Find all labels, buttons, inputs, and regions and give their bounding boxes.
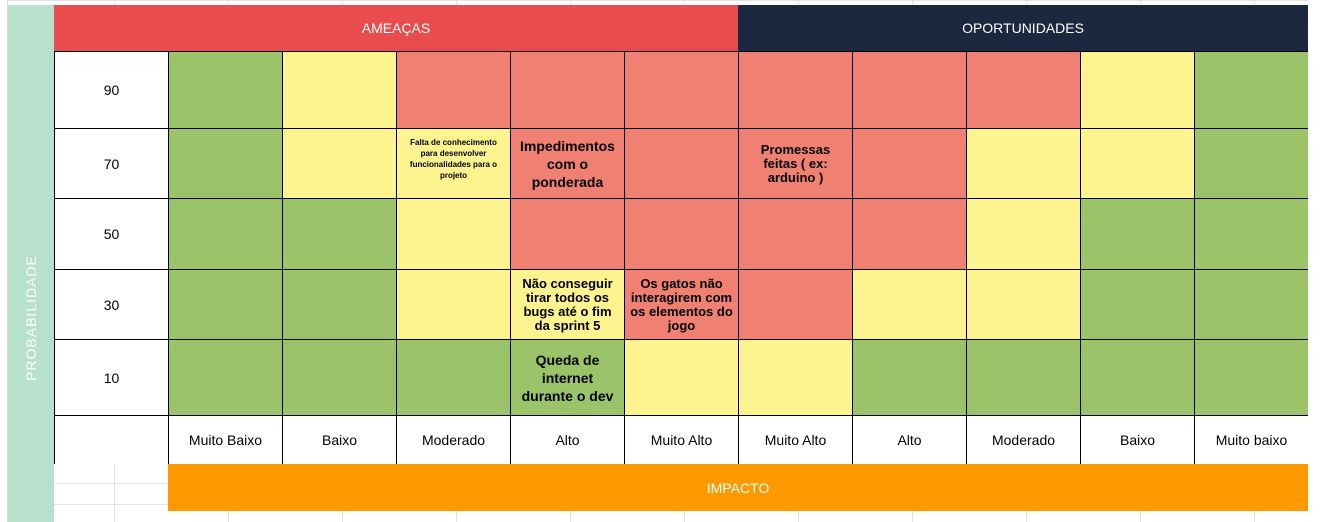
impact-level-label: Alto	[511, 416, 624, 464]
impact-level-label: Baixo	[283, 416, 396, 464]
matrix-cell[interactable]: Promessas feitas ( ex: arduino )	[739, 129, 852, 198]
matrix-cell[interactable]	[1195, 52, 1308, 128]
matrix-cell[interactable]	[1081, 340, 1194, 415]
matrix-corner-cell	[55, 416, 168, 464]
matrix-cell[interactable]	[397, 270, 510, 339]
probability-label-50: 50	[55, 199, 168, 269]
matrix-cell[interactable]	[283, 52, 396, 128]
impact-level-label: Moderado	[397, 416, 510, 464]
matrix-cell[interactable]	[1195, 129, 1308, 198]
risk-matrix-grid: 90 70 Falta de conhecimento para desenvolv…	[54, 51, 1308, 464]
matrix-cell[interactable]	[739, 340, 852, 415]
matrix-cell[interactable]: Os gatos não interagirem com os elemento…	[625, 270, 738, 339]
impact-axis-bar: IMPACTO	[168, 464, 1308, 511]
matrix-cell[interactable]: Queda de internet durante o dev	[511, 340, 624, 415]
impact-level-label: Alto	[853, 416, 966, 464]
impact-level-label: Muito Alto	[739, 416, 852, 464]
impact-level-label: Baixo	[1081, 416, 1194, 464]
matrix-cell[interactable]	[853, 199, 966, 269]
matrix-cell[interactable]	[169, 270, 282, 339]
matrix-cell[interactable]	[739, 52, 852, 128]
matrix-cell[interactable]	[1081, 129, 1194, 198]
risk-note-falta-conhecimento: Falta de conhecimento para desenvolver f…	[409, 137, 498, 180]
matrix-cell[interactable]	[283, 340, 396, 415]
probability-label-10: 10	[55, 340, 168, 415]
matrix-cell[interactable]	[853, 340, 966, 415]
risk-note-impedimentos: Impedimentos com o ponderada	[520, 137, 615, 190]
matrix-cell[interactable]	[625, 199, 738, 269]
matrix-cell[interactable]	[283, 270, 396, 339]
impact-level-label: Muito baixo	[1195, 416, 1308, 464]
matrix-cell[interactable]	[1195, 199, 1308, 269]
matrix-cell[interactable]	[853, 270, 966, 339]
matrix-cell[interactable]	[283, 129, 396, 198]
risk-note-queda-internet: Queda de internet durante o dev	[521, 351, 614, 404]
matrix-cell[interactable]	[625, 52, 738, 128]
matrix-cell[interactable]	[625, 129, 738, 198]
matrix-cell[interactable]	[169, 129, 282, 198]
impact-level-label: Muito Baixo	[169, 416, 282, 464]
impact-level-label: Moderado	[967, 416, 1080, 464]
matrix-cell[interactable]	[169, 199, 282, 269]
matrix-cell[interactable]	[853, 129, 966, 198]
matrix-cell[interactable]	[1081, 199, 1194, 269]
matrix-cell[interactable]	[283, 199, 396, 269]
probability-label-90: 90	[55, 52, 168, 128]
matrix-cell[interactable]	[739, 199, 852, 269]
matrix-cell[interactable]	[1081, 270, 1194, 339]
row-header-strip	[0, 0, 8, 522]
probability-label-70: 70	[55, 129, 168, 198]
matrix-cell[interactable]	[967, 270, 1080, 339]
matrix-cell[interactable]	[397, 340, 510, 415]
matrix-cell[interactable]	[1195, 340, 1308, 415]
matrix-cell[interactable]	[967, 129, 1080, 198]
impact-axis-label: IMPACTO	[706, 479, 770, 496]
risk-note-promessas: Promessas feitas ( ex: arduino )	[760, 141, 831, 185]
sheet-right-edge	[1308, 0, 1320, 522]
matrix-cell[interactable]: Não conseguir tirar todos os bugs até o …	[511, 270, 624, 339]
matrix-cell[interactable]	[169, 52, 282, 128]
matrix-cell[interactable]	[511, 52, 624, 128]
opportunities-header: OPORTUNIDADES	[738, 5, 1308, 51]
matrix-cell[interactable]	[1195, 270, 1308, 339]
matrix-cell[interactable]	[397, 199, 510, 269]
risk-note-nao-conseguir: Não conseguir tirar todos os bugs até o …	[522, 275, 613, 333]
matrix-cell[interactable]	[967, 199, 1080, 269]
impact-level-label: Muito Alto	[625, 416, 738, 464]
matrix-cell[interactable]: Impedimentos com o ponderada	[511, 129, 624, 198]
probability-axis-bar	[8, 5, 54, 522]
matrix-cell[interactable]	[397, 52, 510, 128]
matrix-cell[interactable]	[739, 270, 852, 339]
matrix-cell[interactable]	[1081, 52, 1194, 128]
matrix-cell[interactable]: Falta de conhecimento para desenvolver f…	[397, 129, 510, 198]
probability-label-30: 30	[55, 270, 168, 339]
matrix-cell[interactable]	[853, 52, 966, 128]
risk-note-gatos: Os gatos não interagirem com os elemento…	[630, 275, 733, 333]
matrix-cell[interactable]	[967, 340, 1080, 415]
matrix-cell[interactable]	[169, 340, 282, 415]
matrix-cell[interactable]	[967, 52, 1080, 128]
matrix-cell[interactable]	[625, 340, 738, 415]
threats-header: AMEAÇAS	[54, 5, 738, 51]
probability-axis-label: PROBABILIDADE	[23, 255, 39, 381]
matrix-cell[interactable]	[511, 199, 624, 269]
